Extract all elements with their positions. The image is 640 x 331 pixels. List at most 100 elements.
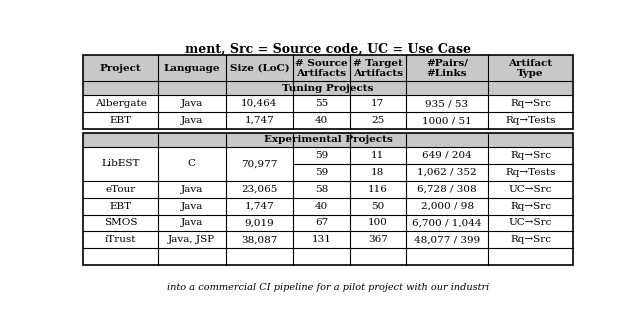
Text: SMOS: SMOS xyxy=(104,218,138,227)
Text: Java: Java xyxy=(180,202,203,211)
Text: eTour: eTour xyxy=(106,185,136,194)
Bar xyxy=(83,181,158,198)
Text: iTrust: iTrust xyxy=(105,235,136,244)
Text: 40: 40 xyxy=(315,202,328,211)
Bar xyxy=(158,147,226,181)
Text: Rq→Tests: Rq→Tests xyxy=(506,168,556,177)
Text: Artifact
Type: Artifact Type xyxy=(508,59,552,78)
Text: 17: 17 xyxy=(371,99,385,108)
Bar xyxy=(83,55,573,129)
Bar xyxy=(488,198,573,214)
Bar xyxy=(158,181,226,198)
Text: EBT: EBT xyxy=(109,116,132,125)
Bar xyxy=(406,55,488,81)
Text: 131: 131 xyxy=(312,235,332,244)
Text: 1,062 / 352: 1,062 / 352 xyxy=(417,168,477,177)
Bar xyxy=(349,55,406,81)
Text: 1000 / 51: 1000 / 51 xyxy=(422,116,472,125)
Text: 50: 50 xyxy=(371,202,385,211)
Bar xyxy=(226,198,293,214)
Bar xyxy=(83,231,158,248)
Text: EBT: EBT xyxy=(109,202,132,211)
Text: 40: 40 xyxy=(315,116,328,125)
Bar xyxy=(406,164,488,181)
Text: 100: 100 xyxy=(368,218,388,227)
Text: 48,077 / 399: 48,077 / 399 xyxy=(414,235,480,244)
Text: Albergate: Albergate xyxy=(95,99,147,108)
Text: 67: 67 xyxy=(315,218,328,227)
Bar xyxy=(158,112,226,129)
Text: #Pairs/
#Links: #Pairs/ #Links xyxy=(426,59,468,78)
Bar xyxy=(83,198,158,214)
Bar xyxy=(226,112,293,129)
Bar xyxy=(226,147,293,181)
Bar xyxy=(83,133,573,265)
Text: Rq→Tests: Rq→Tests xyxy=(506,116,556,125)
Text: 23,065: 23,065 xyxy=(241,185,278,194)
Text: Project: Project xyxy=(100,64,141,73)
Text: 1,747: 1,747 xyxy=(244,116,275,125)
Bar xyxy=(83,214,158,231)
Bar xyxy=(488,147,573,164)
Text: 59: 59 xyxy=(315,168,328,177)
Bar xyxy=(158,231,226,248)
Bar xyxy=(226,214,293,231)
Text: Language: Language xyxy=(164,64,220,73)
Bar xyxy=(349,112,406,129)
Text: into a commercial CI pipeline for a pilot project with our industri: into a commercial CI pipeline for a pilo… xyxy=(167,283,489,292)
Bar xyxy=(488,164,573,181)
Bar xyxy=(406,198,488,214)
Text: 55: 55 xyxy=(315,99,328,108)
Bar xyxy=(488,214,573,231)
Text: 935 / 53: 935 / 53 xyxy=(426,99,468,108)
Text: Java: Java xyxy=(180,218,203,227)
Text: Java: Java xyxy=(180,99,203,108)
Text: 58: 58 xyxy=(315,185,328,194)
Text: 6,700 / 1,044: 6,700 / 1,044 xyxy=(412,218,482,227)
Bar xyxy=(488,55,573,81)
Text: # Target
Artifacts: # Target Artifacts xyxy=(353,59,403,78)
Bar xyxy=(158,214,226,231)
Bar xyxy=(83,147,158,181)
Text: 38,087: 38,087 xyxy=(241,235,278,244)
Bar xyxy=(349,231,406,248)
Bar xyxy=(488,112,573,129)
Text: UC→Src: UC→Src xyxy=(509,185,552,194)
Bar xyxy=(406,112,488,129)
Bar xyxy=(349,198,406,214)
Bar xyxy=(406,181,488,198)
Text: LibEST: LibEST xyxy=(101,159,140,168)
Bar xyxy=(226,55,293,81)
Bar xyxy=(83,112,158,129)
Bar xyxy=(83,133,573,147)
Text: 70,977: 70,977 xyxy=(241,159,278,168)
Text: Rq→Src: Rq→Src xyxy=(510,151,551,160)
Text: 116: 116 xyxy=(368,185,388,194)
Bar xyxy=(406,231,488,248)
Text: 59: 59 xyxy=(315,151,328,160)
Bar xyxy=(349,181,406,198)
Bar xyxy=(349,147,406,164)
Text: 18: 18 xyxy=(371,168,385,177)
Bar xyxy=(488,181,573,198)
Text: UC→Src: UC→Src xyxy=(509,218,552,227)
Text: 1,747: 1,747 xyxy=(244,202,275,211)
Bar xyxy=(226,181,293,198)
Text: 10,464: 10,464 xyxy=(241,99,278,108)
Bar xyxy=(488,95,573,112)
Bar xyxy=(293,214,349,231)
Bar xyxy=(293,147,349,164)
Text: 6,728 / 308: 6,728 / 308 xyxy=(417,185,477,194)
Bar xyxy=(349,164,406,181)
Text: 9,019: 9,019 xyxy=(244,218,275,227)
Bar xyxy=(293,231,349,248)
Bar xyxy=(226,231,293,248)
Bar xyxy=(406,214,488,231)
Text: Rq→Src: Rq→Src xyxy=(510,235,551,244)
Bar xyxy=(293,181,349,198)
Bar xyxy=(293,164,349,181)
Bar xyxy=(83,81,573,95)
Text: Rq→Src: Rq→Src xyxy=(510,99,551,108)
Bar xyxy=(83,55,158,81)
Text: 367: 367 xyxy=(368,235,388,244)
